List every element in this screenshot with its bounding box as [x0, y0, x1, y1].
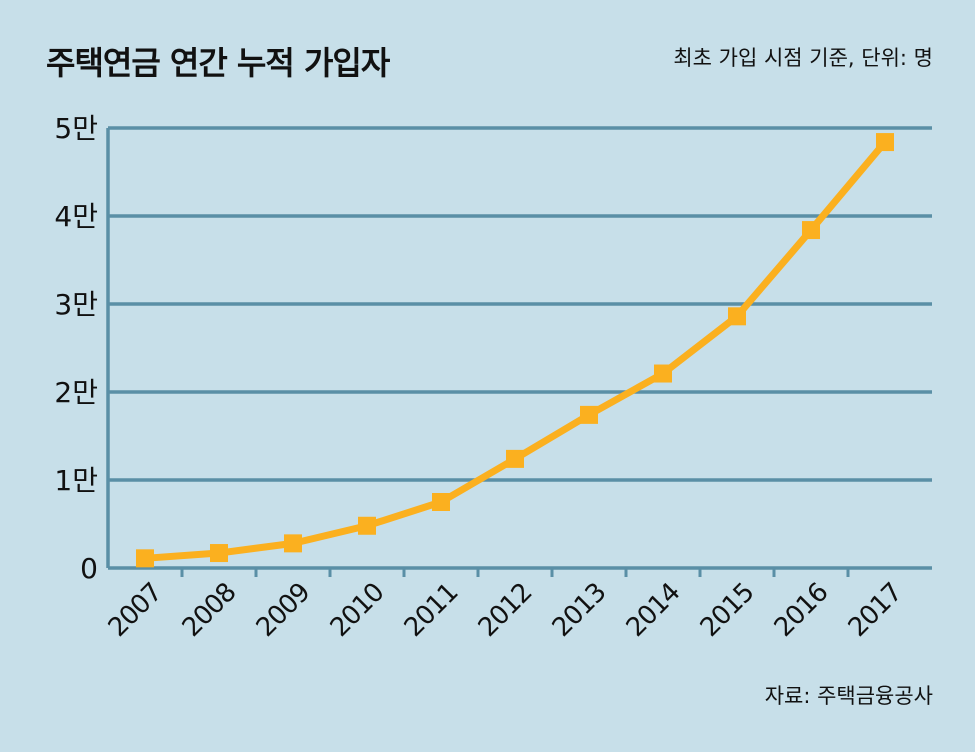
data-point-marker — [432, 493, 450, 511]
data-points — [136, 133, 894, 568]
y-axis-ticks: 0 1만 2만 3만 4만 5만 — [54, 112, 98, 585]
x-tick-label: 2016 — [769, 578, 834, 643]
data-point-marker — [284, 534, 302, 553]
y-tick-label: 1만 — [54, 464, 98, 497]
gridlines — [108, 126, 932, 482]
data-point-marker — [506, 449, 524, 468]
x-tick-label: 2013 — [547, 578, 612, 643]
x-axis — [106, 128, 932, 577]
data-point-marker — [358, 516, 376, 535]
data-point-marker — [728, 307, 746, 326]
x-tick-label: 2017 — [843, 578, 908, 643]
series-line — [141, 138, 889, 562]
x-tick-label: 2014 — [621, 577, 686, 642]
x-tick-label: 2012 — [473, 578, 538, 643]
x-tick-label: 2011 — [399, 578, 464, 643]
y-tick-label: 5만 — [54, 112, 98, 145]
source-note: 자료: 주택금융공사 — [764, 684, 933, 708]
data-point-marker — [210, 544, 228, 563]
data-point-marker — [876, 133, 894, 152]
data-point-marker — [654, 364, 672, 383]
chart-title: 주택연금 연간 누적 가입자 — [46, 44, 390, 82]
data-point-marker — [580, 405, 598, 424]
x-tick-label: 2015 — [695, 578, 760, 643]
data-point-marker — [802, 221, 820, 240]
x-axis-ticks: 2007 2008 2009 2010 2011 2012 2013 2014 2015 2016… — [103, 577, 908, 642]
x-tick-label: 2008 — [177, 578, 242, 643]
y-tick-label: 3만 — [54, 288, 98, 321]
x-tick-label: 2010 — [325, 578, 390, 643]
y-tick-label: 0 — [80, 552, 98, 585]
y-tick-label: 2만 — [54, 376, 98, 409]
unit-note: 최초 가입 시점 기준, 단위: 명 — [673, 46, 933, 70]
x-tick-label: 2009 — [251, 578, 316, 643]
y-tick-label: 4만 — [54, 200, 98, 233]
x-tick-label: 2007 — [103, 578, 168, 643]
data-point-marker — [136, 549, 154, 568]
series-line-path — [141, 138, 889, 562]
